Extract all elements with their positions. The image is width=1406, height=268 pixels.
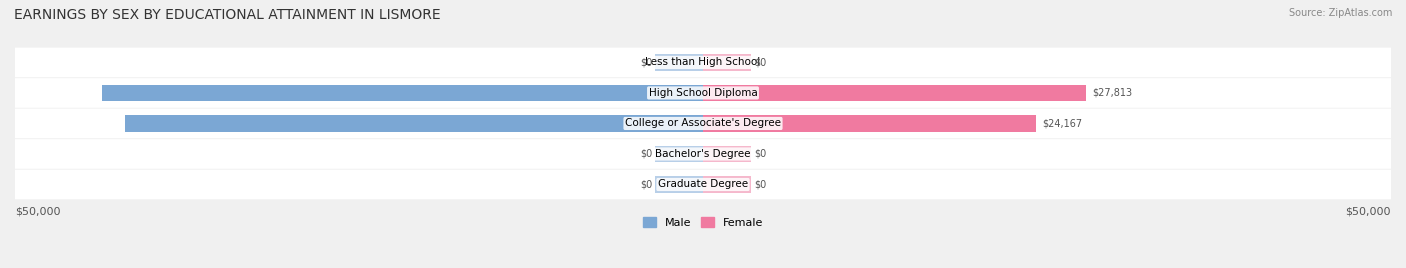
Text: College or Associate's Degree: College or Associate's Degree — [626, 118, 780, 128]
Bar — [655, 54, 703, 71]
Text: Bachelor's Degree: Bachelor's Degree — [655, 149, 751, 159]
Text: EARNINGS BY SEX BY EDUCATIONAL ATTAINMENT IN LISMORE: EARNINGS BY SEX BY EDUCATIONAL ATTAINMEN… — [14, 8, 440, 22]
Text: $0: $0 — [754, 149, 766, 159]
Text: $0: $0 — [640, 180, 652, 189]
Text: Less than High School: Less than High School — [645, 57, 761, 68]
Bar — [703, 84, 1085, 101]
Text: $50,000: $50,000 — [1346, 206, 1391, 217]
Bar — [703, 115, 1036, 132]
FancyBboxPatch shape — [15, 48, 1391, 77]
Bar — [703, 176, 751, 193]
FancyBboxPatch shape — [15, 170, 1391, 199]
Text: $42,000: $42,000 — [75, 118, 118, 128]
Text: $0: $0 — [754, 180, 766, 189]
Bar — [655, 176, 703, 193]
Bar — [103, 84, 703, 101]
Legend: Male, Female: Male, Female — [643, 217, 763, 228]
Text: Source: ZipAtlas.com: Source: ZipAtlas.com — [1288, 8, 1392, 18]
Text: $0: $0 — [640, 149, 652, 159]
FancyBboxPatch shape — [15, 78, 1391, 108]
FancyBboxPatch shape — [15, 109, 1391, 138]
Text: $27,813: $27,813 — [1092, 88, 1133, 98]
Bar — [703, 146, 751, 162]
FancyBboxPatch shape — [15, 139, 1391, 169]
Bar — [125, 115, 703, 132]
Text: Graduate Degree: Graduate Degree — [658, 180, 748, 189]
Text: $0: $0 — [754, 57, 766, 68]
Text: $43,658: $43,658 — [51, 88, 96, 98]
Bar — [703, 54, 751, 71]
Text: $50,000: $50,000 — [15, 206, 60, 217]
Text: $24,167: $24,167 — [1042, 118, 1083, 128]
Bar — [655, 146, 703, 162]
Text: High School Diploma: High School Diploma — [648, 88, 758, 98]
Text: $0: $0 — [640, 57, 652, 68]
